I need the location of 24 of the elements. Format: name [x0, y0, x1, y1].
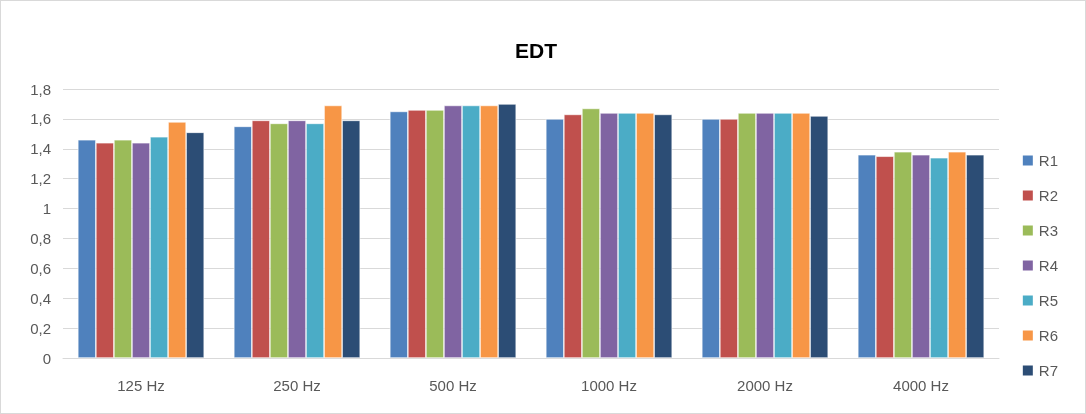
legend-label: R5	[1038, 292, 1059, 309]
y-tick-label: 1,4	[30, 140, 51, 158]
y-tick-label: 0,2	[30, 319, 51, 337]
y-tick-label: 1,6	[30, 110, 51, 128]
x-tick-label: 1000 Hz	[581, 377, 637, 394]
y-tick-label: 0,4	[30, 289, 51, 307]
x-tick-label: 250 Hz	[273, 377, 321, 394]
legend-label: R4	[1038, 257, 1059, 274]
chart-title: EDT	[515, 39, 558, 62]
x-tick-label: 2000 Hz	[737, 377, 793, 394]
x-tick-label: 125 Hz	[117, 377, 165, 394]
x-tick-label: 4000 Hz	[893, 377, 949, 394]
y-tick-label: 1,8	[30, 80, 51, 98]
legend-label: R6	[1038, 327, 1059, 344]
y-tick-label: 1,2	[30, 170, 51, 188]
legend-label: R7	[1038, 362, 1059, 379]
legend-label: R3	[1038, 222, 1059, 239]
y-tick-label: 0,8	[30, 229, 51, 247]
legend-label: R1	[1038, 152, 1059, 169]
legend-label: R2	[1038, 187, 1059, 204]
x-tick-label: 500 Hz	[429, 377, 477, 394]
y-tick-label: 1	[42, 200, 51, 218]
y-tick-label: 0	[42, 349, 51, 367]
y-tick-label: 0,6	[30, 259, 51, 277]
